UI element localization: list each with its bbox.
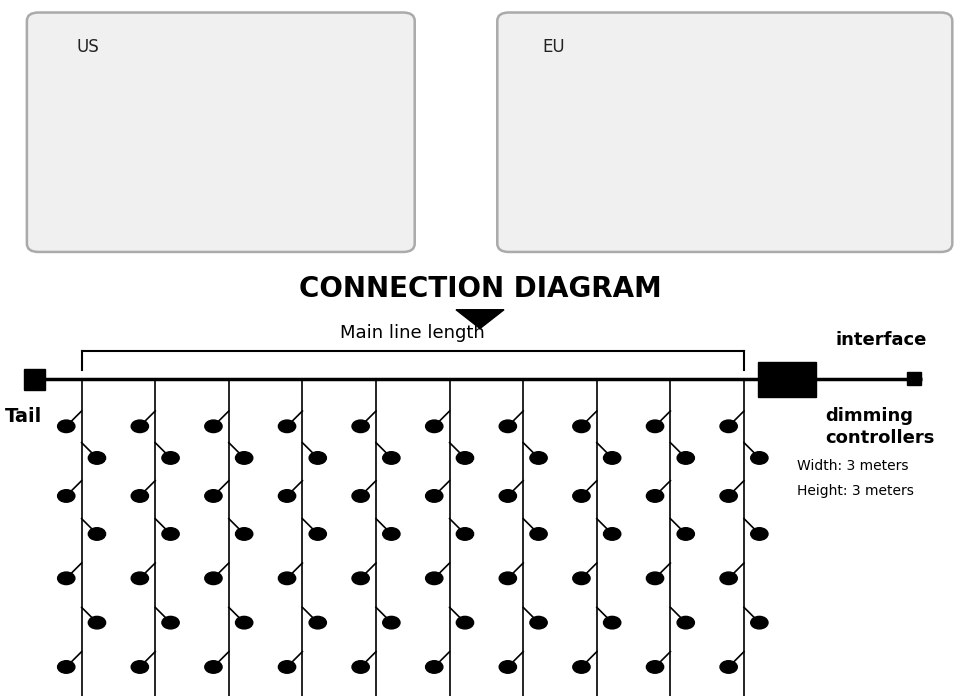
Circle shape bbox=[677, 452, 694, 464]
Circle shape bbox=[751, 528, 768, 540]
Circle shape bbox=[751, 617, 768, 629]
Circle shape bbox=[278, 661, 296, 673]
Circle shape bbox=[235, 528, 252, 540]
Circle shape bbox=[383, 617, 400, 629]
Circle shape bbox=[499, 490, 516, 503]
Circle shape bbox=[456, 528, 473, 540]
Circle shape bbox=[352, 661, 370, 673]
Circle shape bbox=[352, 420, 370, 433]
Circle shape bbox=[162, 617, 180, 629]
Circle shape bbox=[235, 452, 252, 464]
Circle shape bbox=[132, 572, 149, 585]
Circle shape bbox=[646, 490, 663, 503]
Circle shape bbox=[530, 617, 547, 629]
Circle shape bbox=[720, 490, 737, 503]
Circle shape bbox=[132, 420, 149, 433]
Text: EU: EU bbox=[542, 38, 565, 56]
Text: interface: interface bbox=[835, 331, 926, 349]
Circle shape bbox=[530, 528, 547, 540]
Circle shape bbox=[88, 617, 106, 629]
Circle shape bbox=[425, 490, 443, 503]
Text: Main line length: Main line length bbox=[341, 324, 485, 342]
Circle shape bbox=[278, 420, 296, 433]
Circle shape bbox=[278, 490, 296, 503]
Text: Tail: Tail bbox=[5, 407, 42, 426]
Circle shape bbox=[646, 661, 663, 673]
Circle shape bbox=[425, 420, 443, 433]
Circle shape bbox=[383, 528, 400, 540]
Circle shape bbox=[720, 661, 737, 673]
Circle shape bbox=[573, 572, 590, 585]
Circle shape bbox=[204, 490, 222, 503]
Circle shape bbox=[204, 420, 222, 433]
Circle shape bbox=[573, 661, 590, 673]
Circle shape bbox=[456, 452, 473, 464]
Circle shape bbox=[132, 661, 149, 673]
Circle shape bbox=[677, 617, 694, 629]
Circle shape bbox=[646, 572, 663, 585]
Circle shape bbox=[646, 420, 663, 433]
Circle shape bbox=[456, 617, 473, 629]
Circle shape bbox=[677, 528, 694, 540]
Circle shape bbox=[235, 617, 252, 629]
Circle shape bbox=[573, 490, 590, 503]
Circle shape bbox=[573, 420, 590, 433]
Circle shape bbox=[88, 452, 106, 464]
Circle shape bbox=[751, 452, 768, 464]
Circle shape bbox=[425, 572, 443, 585]
Bar bbox=[24, 369, 45, 390]
Circle shape bbox=[58, 572, 75, 585]
Circle shape bbox=[352, 572, 370, 585]
Circle shape bbox=[383, 452, 400, 464]
Circle shape bbox=[309, 528, 326, 540]
Text: dimming
controllers: dimming controllers bbox=[826, 407, 935, 448]
Bar bbox=[758, 362, 816, 397]
Circle shape bbox=[499, 420, 516, 433]
Circle shape bbox=[604, 528, 621, 540]
FancyBboxPatch shape bbox=[497, 13, 952, 252]
Circle shape bbox=[499, 661, 516, 673]
Circle shape bbox=[278, 572, 296, 585]
Circle shape bbox=[58, 420, 75, 433]
Circle shape bbox=[425, 661, 443, 673]
Circle shape bbox=[204, 572, 222, 585]
Bar bbox=[907, 372, 921, 385]
Circle shape bbox=[132, 490, 149, 503]
Circle shape bbox=[352, 490, 370, 503]
Text: Height: 3 meters: Height: 3 meters bbox=[797, 484, 914, 498]
Text: US: US bbox=[77, 38, 100, 56]
Circle shape bbox=[309, 452, 326, 464]
FancyBboxPatch shape bbox=[27, 13, 415, 252]
Circle shape bbox=[58, 661, 75, 673]
Circle shape bbox=[88, 528, 106, 540]
Circle shape bbox=[58, 490, 75, 503]
Circle shape bbox=[162, 528, 180, 540]
Text: CONNECTION DIAGRAM: CONNECTION DIAGRAM bbox=[299, 275, 661, 303]
Text: Width: 3 meters: Width: 3 meters bbox=[797, 459, 908, 473]
Circle shape bbox=[604, 452, 621, 464]
Polygon shape bbox=[456, 310, 504, 329]
Circle shape bbox=[720, 572, 737, 585]
Circle shape bbox=[309, 617, 326, 629]
Circle shape bbox=[204, 661, 222, 673]
Circle shape bbox=[720, 420, 737, 433]
Circle shape bbox=[162, 452, 180, 464]
Circle shape bbox=[604, 617, 621, 629]
Circle shape bbox=[499, 572, 516, 585]
Circle shape bbox=[530, 452, 547, 464]
